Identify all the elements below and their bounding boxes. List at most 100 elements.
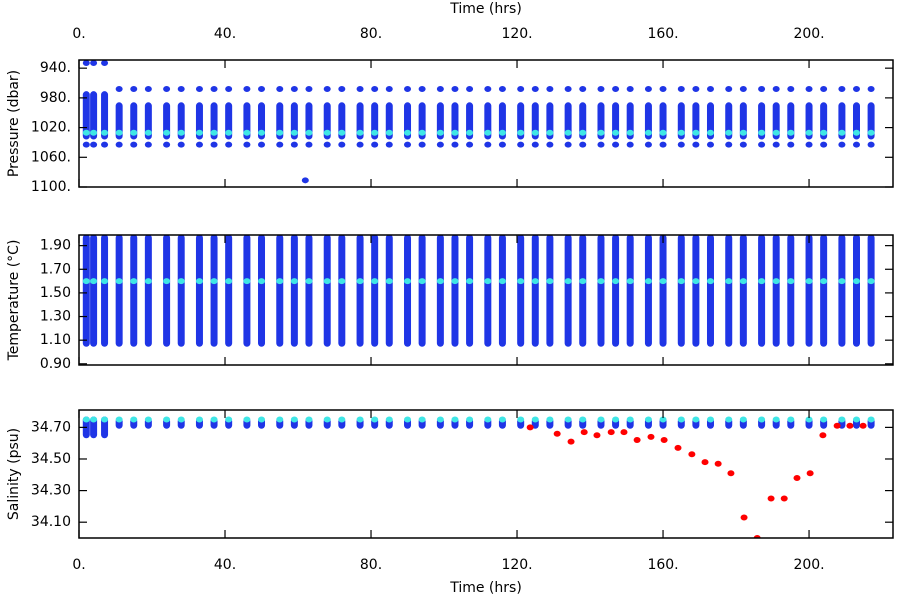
data-point bbox=[101, 278, 109, 285]
data-point bbox=[130, 129, 138, 136]
data-point bbox=[546, 85, 554, 92]
data-point bbox=[436, 416, 444, 423]
data-point bbox=[579, 416, 587, 423]
data-point bbox=[867, 416, 875, 423]
data-point bbox=[418, 416, 426, 423]
data-point bbox=[677, 278, 685, 285]
data-point bbox=[644, 141, 652, 148]
data-point bbox=[82, 60, 90, 66]
plot-area bbox=[82, 416, 875, 538]
profile-range bbox=[498, 235, 506, 347]
data-point bbox=[659, 129, 667, 136]
data-point bbox=[305, 85, 313, 92]
data-point bbox=[484, 129, 492, 136]
data-point bbox=[739, 416, 747, 423]
data-point bbox=[356, 85, 364, 92]
data-point bbox=[706, 416, 714, 423]
data-point bbox=[706, 278, 714, 285]
y-axis-title: Pressure (dbar) bbox=[6, 70, 22, 177]
profile-range bbox=[195, 235, 203, 347]
data-point bbox=[276, 141, 284, 148]
data-point bbox=[195, 278, 203, 285]
data-point bbox=[612, 85, 620, 92]
data-point bbox=[564, 129, 572, 136]
data-point bbox=[727, 470, 735, 477]
data-point bbox=[436, 278, 444, 285]
data-point bbox=[177, 129, 185, 136]
data-point bbox=[466, 416, 474, 423]
data-point bbox=[725, 278, 733, 285]
data-point bbox=[323, 141, 331, 148]
data-point bbox=[115, 278, 123, 285]
data-point bbox=[498, 141, 506, 148]
data-point bbox=[451, 278, 459, 285]
data-point bbox=[626, 278, 634, 285]
profile-range bbox=[385, 235, 393, 347]
data-point bbox=[772, 85, 780, 92]
data-point bbox=[553, 430, 561, 437]
data-point bbox=[466, 278, 474, 285]
data-point bbox=[177, 141, 185, 148]
data-point bbox=[677, 129, 685, 136]
data-point bbox=[466, 85, 474, 92]
data-point bbox=[739, 278, 747, 285]
profile-range bbox=[677, 235, 685, 347]
data-point bbox=[276, 278, 284, 285]
data-point bbox=[356, 278, 364, 285]
data-point bbox=[371, 278, 379, 285]
data-point bbox=[451, 141, 459, 148]
data-point bbox=[612, 129, 620, 136]
data-point bbox=[338, 141, 346, 148]
data-point bbox=[692, 141, 700, 148]
profile-range bbox=[659, 235, 667, 347]
x-tick-label: 0. bbox=[72, 557, 85, 573]
data-point bbox=[243, 129, 251, 136]
data-point bbox=[436, 129, 444, 136]
data-point bbox=[772, 141, 780, 148]
data-point bbox=[385, 141, 393, 148]
data-point bbox=[805, 141, 813, 148]
data-point bbox=[404, 129, 412, 136]
profile-range bbox=[82, 235, 90, 347]
data-point bbox=[531, 278, 539, 285]
y-tick-label: 1.30 bbox=[40, 309, 71, 325]
data-point bbox=[517, 278, 525, 285]
data-point bbox=[484, 141, 492, 148]
profile-range bbox=[338, 235, 346, 347]
data-point bbox=[852, 85, 860, 92]
x-tick-label: 200. bbox=[793, 557, 824, 573]
profile-range bbox=[466, 235, 474, 347]
profile-range bbox=[258, 235, 266, 347]
data-point bbox=[144, 416, 152, 423]
data-point bbox=[163, 141, 171, 148]
x-axis-title: Time (hrs) bbox=[449, 580, 522, 596]
data-point bbox=[484, 85, 492, 92]
data-point bbox=[305, 129, 313, 136]
data-point bbox=[276, 129, 284, 136]
data-point bbox=[436, 141, 444, 148]
profile-range bbox=[115, 235, 123, 347]
data-point bbox=[725, 141, 733, 148]
y-tick-label: 34.70 bbox=[31, 419, 71, 435]
data-point bbox=[418, 129, 426, 136]
data-point bbox=[290, 416, 298, 423]
data-point bbox=[758, 129, 766, 136]
data-point bbox=[546, 416, 554, 423]
data-point bbox=[177, 416, 185, 423]
data-point bbox=[385, 416, 393, 423]
data-point bbox=[163, 416, 171, 423]
data-point bbox=[644, 278, 652, 285]
data-point bbox=[677, 85, 685, 92]
data-point bbox=[626, 129, 634, 136]
data-point bbox=[101, 416, 109, 423]
profile-range bbox=[451, 235, 459, 347]
data-point bbox=[833, 422, 841, 429]
profile-range bbox=[276, 235, 284, 347]
data-point bbox=[739, 141, 747, 148]
data-point bbox=[579, 141, 587, 148]
data-point bbox=[607, 429, 615, 436]
data-point bbox=[838, 278, 846, 285]
data-point bbox=[90, 141, 98, 148]
profile-range bbox=[130, 235, 138, 347]
data-point bbox=[323, 85, 331, 92]
